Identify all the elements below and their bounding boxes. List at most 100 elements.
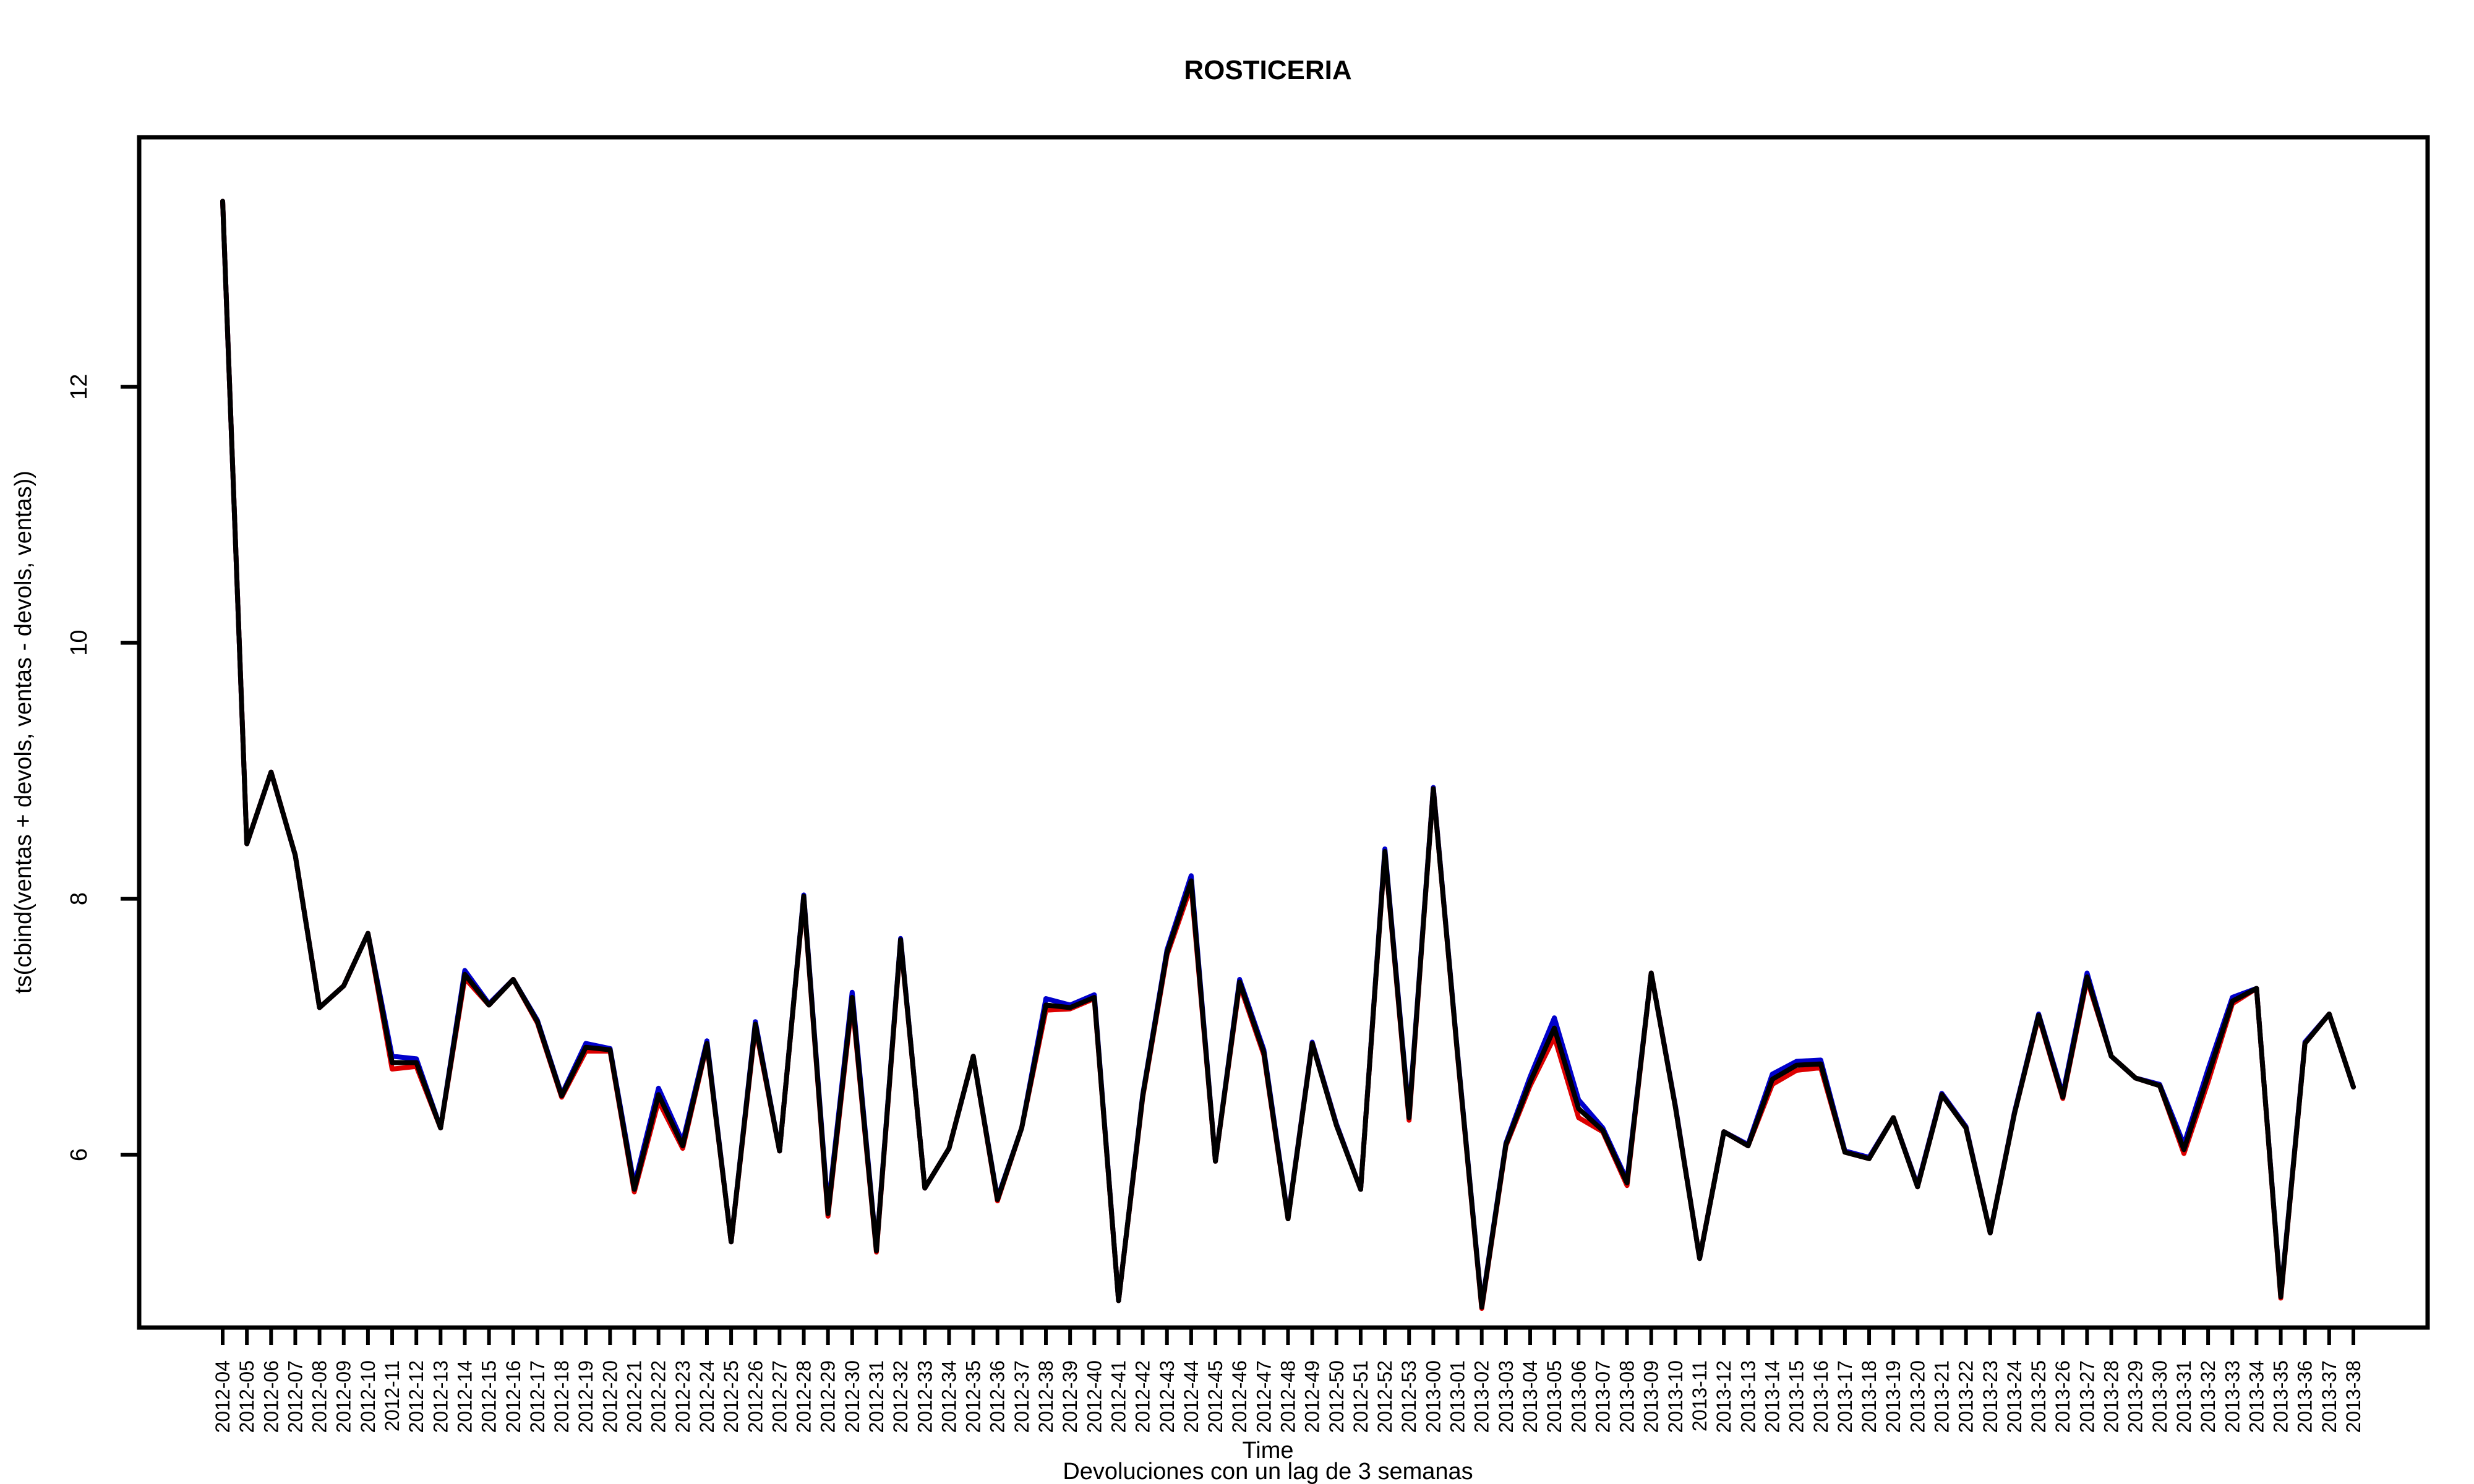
x-tick-label-2012-18: 2012-18	[550, 1360, 573, 1433]
x-tick-label-2013-30: 2013-30	[2149, 1360, 2171, 1433]
x-tick-label-2012-09: 2012-09	[333, 1360, 355, 1433]
x-tick-label-2013-00: 2013-00	[1422, 1360, 1444, 1433]
x-tick-label-2013-13: 2013-13	[1737, 1360, 1759, 1433]
x-tick-label-2013-18: 2013-18	[1858, 1360, 1880, 1433]
series-layer	[220, 198, 2356, 1311]
x-tick-label-2012-26: 2012-26	[744, 1360, 766, 1433]
chart-title: ROSTICERIA	[1184, 55, 1351, 85]
x-tick-label-2012-20: 2012-20	[599, 1360, 621, 1433]
x-tick-label-2012-11: 2012-11	[381, 1360, 403, 1431]
x-tick-label-2012-07: 2012-07	[284, 1360, 306, 1433]
x-tick-label-2013-05: 2013-05	[1543, 1360, 1565, 1433]
x-tick-label-2012-29: 2012-29	[817, 1360, 839, 1433]
x-tick-label-2013-24: 2013-24	[2003, 1360, 2026, 1433]
x-tick-label-2012-53: 2012-53	[1398, 1360, 1420, 1433]
x-tick-label-2013-34: 2013-34	[2245, 1360, 2267, 1433]
x-tick-label-2013-15: 2013-15	[1786, 1360, 1808, 1433]
x-tick-label-2013-35: 2013-35	[2270, 1360, 2292, 1433]
x-tick-label-2012-52: 2012-52	[1374, 1360, 1396, 1433]
x-tick-label-2012-25: 2012-25	[720, 1360, 742, 1433]
x-tick-label-2013-27: 2013-27	[2076, 1360, 2098, 1433]
x-tick-label-2013-38: 2013-38	[2342, 1360, 2365, 1433]
x-tick-label-2013-31: 2013-31	[2173, 1360, 2195, 1433]
x-tick-label-2013-17: 2013-17	[1834, 1360, 1856, 1433]
x-tick-label-2013-11: 2013-11	[1689, 1360, 1711, 1431]
x-tick-label-2012-21: 2012-21	[623, 1360, 646, 1433]
x-tick-label-2012-43: 2012-43	[1156, 1360, 1178, 1433]
x-tick-label-2013-22: 2013-22	[1955, 1360, 1977, 1433]
x-tick-label-2013-20: 2013-20	[1906, 1360, 1928, 1433]
x-tick-label-2012-44: 2012-44	[1180, 1360, 1202, 1433]
x-tick-label-2012-14: 2012-14	[453, 1360, 476, 1433]
x-tick-label-2013-07: 2013-07	[1591, 1360, 1614, 1433]
x-tick-label-2013-25: 2013-25	[2027, 1360, 2050, 1433]
x-tick-label-2013-32: 2013-32	[2197, 1360, 2219, 1433]
x-tick-label-2012-19: 2012-19	[575, 1360, 597, 1433]
x-tick-label-2013-33: 2013-33	[2221, 1360, 2243, 1433]
x-tick-label-2013-04: 2013-04	[1519, 1360, 1541, 1433]
x-tick-label-2013-09: 2013-09	[1640, 1360, 1663, 1433]
x-tick-label-2012-36: 2012-36	[987, 1360, 1009, 1433]
x-axis-label: Time	[1242, 1438, 1293, 1464]
x-tick-label-2012-17: 2012-17	[526, 1360, 549, 1433]
x-tick-label-2013-19: 2013-19	[1882, 1360, 1904, 1433]
x-tick-label-2012-37: 2012-37	[1011, 1360, 1033, 1433]
x-tick-label-2012-12: 2012-12	[405, 1360, 427, 1433]
x-tick-label-2012-13: 2012-13	[429, 1360, 452, 1433]
x-tick-label-2012-27: 2012-27	[768, 1360, 790, 1433]
y-tick-label-10: 10	[66, 629, 92, 655]
x-tick-label-2013-01: 2013-01	[1447, 1360, 1469, 1433]
x-tick-label-2012-32: 2012-32	[889, 1360, 912, 1433]
x-tick-label-2012-35: 2012-35	[962, 1360, 985, 1433]
x-tick-label-2012-49: 2012-49	[1301, 1360, 1324, 1433]
x-tick-label-2012-24: 2012-24	[696, 1360, 718, 1433]
chart-subtitle: Devoluciones con un lag de 3 semanas	[1063, 1459, 1473, 1484]
x-tick-label-2013-23: 2013-23	[1979, 1360, 2001, 1433]
x-tick-label-2012-47: 2012-47	[1252, 1360, 1275, 1433]
x-tick-label-2012-22: 2012-22	[648, 1360, 670, 1433]
x-tick-label-2012-41: 2012-41	[1107, 1360, 1129, 1433]
x-tick-label-2013-21: 2013-21	[1930, 1360, 1953, 1433]
x-tick-label-2012-33: 2012-33	[914, 1360, 936, 1433]
y-axis-label: ts(cbind(ventas + devols, ventas - devol…	[11, 471, 36, 994]
x-tick-label-2012-10: 2012-10	[357, 1360, 379, 1433]
x-tick-label-2012-06: 2012-06	[260, 1360, 282, 1433]
x-tick-label-2012-08: 2012-08	[309, 1360, 331, 1433]
x-tick-label-2013-12: 2013-12	[1713, 1360, 1735, 1433]
x-tick-label-2012-48: 2012-48	[1277, 1360, 1299, 1433]
x-tick-label-2012-30: 2012-30	[841, 1360, 863, 1433]
x-tick-label-2012-15: 2012-15	[478, 1360, 500, 1433]
x-tick-label-2013-08: 2013-08	[1616, 1360, 1638, 1433]
x-tick-label-2013-03: 2013-03	[1495, 1360, 1517, 1433]
series-line-3	[220, 198, 2356, 1310]
x-tick-label-2013-26: 2013-26	[2052, 1360, 2074, 1433]
y-tick-label-8: 8	[66, 892, 92, 905]
x-tick-label-2013-37: 2013-37	[2318, 1360, 2340, 1433]
x-tick-label-2012-50: 2012-50	[1325, 1360, 1348, 1433]
x-tick-label-2013-36: 2013-36	[2294, 1360, 2316, 1433]
x-tick-label-2013-10: 2013-10	[1664, 1360, 1687, 1433]
x-axis: 2012-04 2012-05 2012-06 2012-07 2012-08 2012-…	[212, 1328, 2365, 1433]
x-tick-label-2012-28: 2012-28	[793, 1360, 815, 1433]
x-tick-label-2013-28: 2013-28	[2100, 1360, 2123, 1433]
x-tick-label-2012-34: 2012-34	[938, 1360, 960, 1433]
x-tick-label-2012-23: 2012-23	[672, 1360, 694, 1433]
x-tick-label-2013-06: 2013-06	[1567, 1360, 1590, 1433]
x-tick-label-2012-31: 2012-31	[865, 1360, 888, 1433]
x-tick-label-2013-14: 2013-14	[1761, 1360, 1783, 1433]
y-tick-label-6: 6	[66, 1148, 92, 1161]
x-tick-label-2012-38: 2012-38	[1035, 1360, 1057, 1433]
x-tick-label-2012-42: 2012-42	[1132, 1360, 1154, 1433]
x-tick-label-2013-02: 2013-02	[1471, 1360, 1493, 1433]
y-tick-label-12: 12	[66, 373, 92, 399]
x-tick-label-2012-46: 2012-46	[1228, 1360, 1251, 1433]
x-tick-label-2012-51: 2012-51	[1350, 1360, 1372, 1433]
x-tick-label-2012-16: 2012-16	[502, 1360, 524, 1433]
plot-frame	[137, 135, 2430, 1330]
x-tick-label-2012-40: 2012-40	[1083, 1360, 1105, 1433]
x-tick-label-2012-45: 2012-45	[1204, 1360, 1226, 1433]
x-tick-label-2012-05: 2012-05	[236, 1360, 258, 1433]
y-axis: 6 8 10 12	[66, 373, 139, 1161]
